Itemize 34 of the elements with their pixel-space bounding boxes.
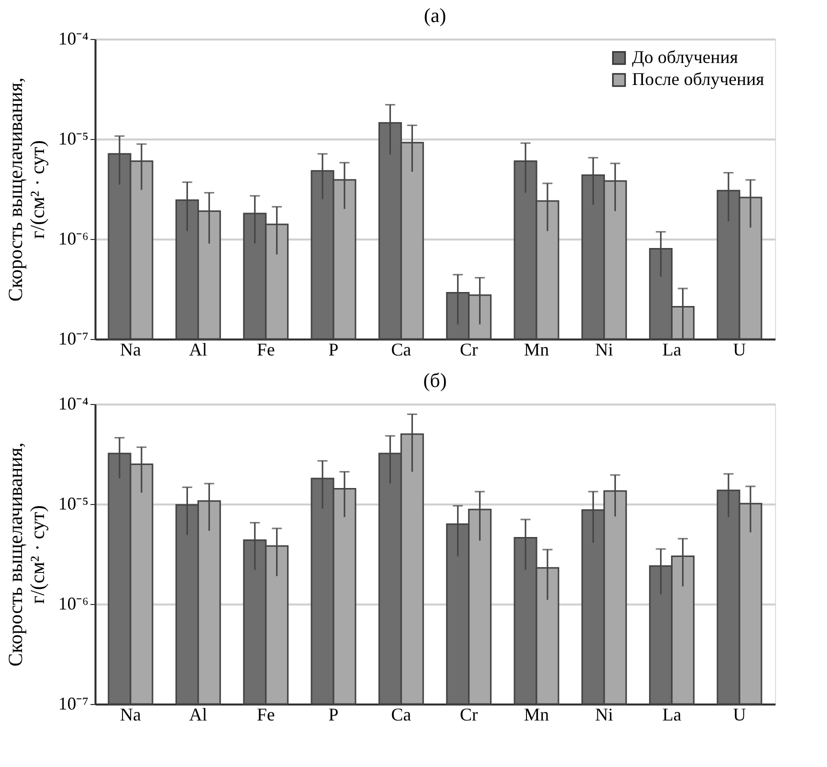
x-tick-label: Ni — [595, 340, 614, 360]
x-tick-label: Fe — [256, 704, 275, 724]
x-tick-label: Cr — [460, 704, 478, 724]
y-tick-label: 10⁻⁵ — [58, 494, 88, 514]
x-tick-label: P — [328, 704, 339, 724]
x-tick-label: Al — [189, 340, 208, 360]
y-tick-label: 10⁻⁴ — [58, 394, 88, 414]
y-axis-title: Скорость выщелачивания, г/(см² · сут) — [5, 78, 50, 302]
x-tick-label: Al — [189, 704, 208, 724]
legend-label: После облучения — [632, 69, 764, 89]
y-tick-label: 10⁻⁶ — [58, 594, 88, 614]
x-tick-label: U — [732, 704, 746, 724]
x-tick-label: Ca — [391, 704, 412, 724]
x-tick-label: Mn — [524, 340, 549, 360]
x-tick-label: U — [732, 340, 746, 360]
legend-label: До облучения — [632, 47, 738, 67]
x-tick-label: Ca — [391, 340, 412, 360]
x-tick-label: Ni — [595, 704, 614, 724]
y-tick-label: 10⁻⁵ — [58, 128, 88, 148]
chart-title: (a) — [424, 5, 446, 27]
y-tick-label: 10⁻⁷ — [58, 328, 88, 348]
chart-title: (б) — [423, 370, 447, 392]
y-tick-label: 10⁻⁴ — [58, 28, 88, 48]
x-tick-label: Fe — [256, 340, 275, 360]
y-axis-title: Скорость выщелачивания, г/(см² · сут) — [5, 442, 50, 666]
y-tick-label: 10⁻⁷ — [58, 694, 88, 714]
x-tick-label: Na — [120, 704, 142, 724]
x-tick-label: Mn — [524, 704, 549, 724]
x-tick-label: Cr — [460, 340, 478, 360]
x-tick-label: Na — [120, 340, 142, 360]
y-tick-label: 10⁻⁶ — [58, 228, 88, 248]
x-tick-label: P — [328, 340, 339, 360]
x-tick-label: La — [662, 704, 682, 724]
x-tick-label: La — [662, 340, 682, 360]
